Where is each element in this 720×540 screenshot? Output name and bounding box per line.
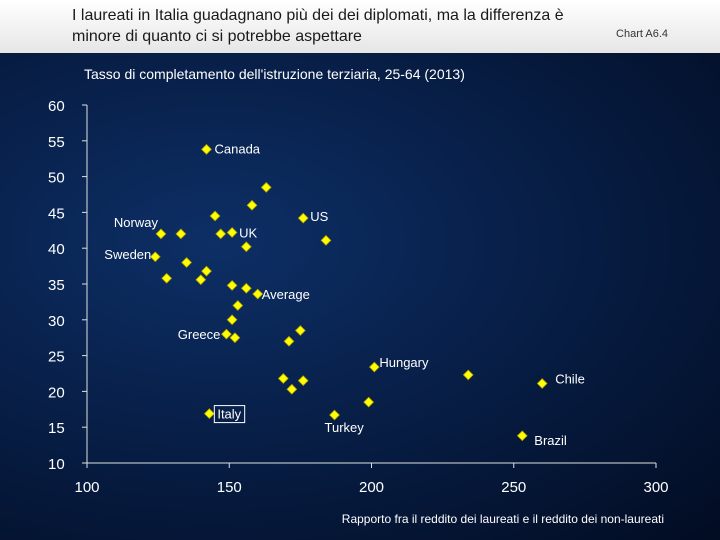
data-point [175,228,187,240]
data-point [260,181,272,193]
chart-id: Chart A6.4 [616,28,668,40]
data-point [240,241,252,253]
x-axis-label: Rapporto fra il reddito dei laureati e i… [341,512,664,526]
data-point [368,361,380,373]
point-label: US [310,209,328,224]
y-tick-label: 35 [48,277,65,294]
y-tick-label: 60 [48,98,65,115]
data-point [181,257,192,268]
data-point [286,383,298,395]
header-bar: I laureati in Italia guadagnano più dei … [0,0,720,53]
data-point [203,408,215,419]
data-point [277,373,289,384]
data-point [295,325,306,336]
y-tick-label: 50 [48,170,65,187]
y-tick-label: 20 [48,384,65,401]
data-point [320,234,332,246]
chart-title: Tasso di completamento dell'istruzione t… [84,66,465,82]
data-point [297,212,309,224]
data-point [149,251,161,263]
point-label: Canada [214,141,260,156]
point-label: Sweden [104,247,151,262]
data-point [221,328,232,340]
data-point [462,369,474,381]
y-tick-label: 55 [48,134,65,151]
data-point [516,430,528,442]
data-point [195,274,207,286]
chart-headline: I laureati in Italia guadagnano più dei … [72,7,564,45]
data-point [246,199,258,211]
data-point [215,228,227,240]
point-label: Chile [555,372,585,387]
y-tick-label: 15 [48,420,65,437]
x-tick-label: 250 [501,479,526,496]
data-point [201,144,212,155]
y-tick-label: 45 [48,205,65,222]
y-tick-label: 25 [48,349,65,366]
x-tick-label: 150 [217,479,242,496]
data-point [536,378,548,389]
highlight-box [213,405,246,424]
point-label: UK [239,225,257,240]
data-point [240,282,252,294]
point-label: Turkey [325,420,365,435]
point-label: Greece [178,327,221,342]
point-label: Brazil [534,433,567,448]
x-tick-label: 300 [643,479,668,496]
point-label: Average [262,287,310,302]
data-point [363,396,375,408]
data-point [226,280,238,291]
point-label: Norway [114,215,159,230]
data-point [226,314,238,326]
data-point [226,227,238,238]
point-label: Italy [217,407,241,422]
data-point [232,300,244,311]
x-tick-label: 200 [359,479,384,496]
data-point [283,335,295,347]
data-point [201,265,212,277]
data-point [252,288,264,300]
y-tick-label: 40 [48,241,65,258]
point-label: Hungary [379,355,429,370]
data-point [209,210,221,222]
y-tick-label: 10 [48,456,65,473]
data-point [155,228,167,240]
data-point [229,332,241,344]
data-point [329,409,340,421]
data-point [161,272,173,284]
y-tick-label: 30 [48,313,65,330]
data-point [297,375,309,387]
x-tick-label: 100 [74,479,99,496]
